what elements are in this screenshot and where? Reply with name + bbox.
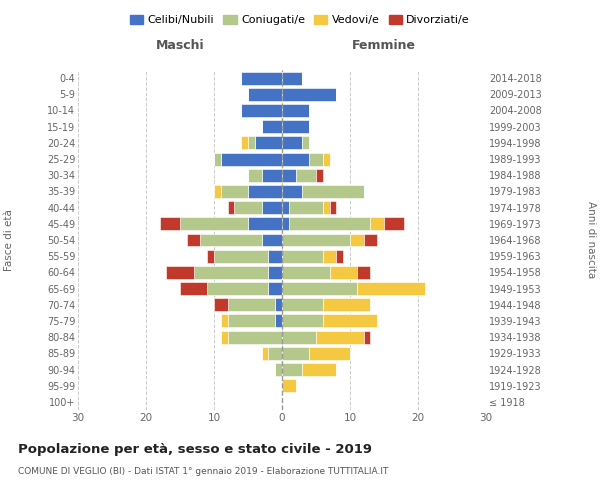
Bar xyxy=(316,330,364,344)
Bar xyxy=(221,314,227,328)
Bar xyxy=(329,266,357,279)
Bar xyxy=(282,298,323,311)
Bar xyxy=(262,234,282,246)
Bar xyxy=(282,282,357,295)
Bar xyxy=(282,88,337,101)
Bar xyxy=(262,201,282,214)
Bar xyxy=(282,266,329,279)
Bar xyxy=(248,136,255,149)
Bar xyxy=(357,266,370,279)
Bar xyxy=(282,379,296,392)
Bar xyxy=(302,185,364,198)
Bar xyxy=(329,201,337,214)
Bar xyxy=(268,347,282,360)
Bar xyxy=(227,298,275,311)
Bar xyxy=(316,169,323,181)
Bar xyxy=(282,314,323,328)
Bar xyxy=(323,250,337,262)
Bar xyxy=(282,234,350,246)
Bar xyxy=(289,201,323,214)
Bar xyxy=(357,282,425,295)
Bar xyxy=(275,298,282,311)
Bar xyxy=(180,218,248,230)
Bar xyxy=(282,185,302,198)
Bar xyxy=(214,185,221,198)
Bar xyxy=(268,250,282,262)
Bar xyxy=(248,88,282,101)
Bar xyxy=(282,250,323,262)
Bar xyxy=(166,266,194,279)
Bar xyxy=(214,250,268,262)
Bar xyxy=(221,330,227,344)
Bar xyxy=(364,330,370,344)
Bar xyxy=(364,234,377,246)
Bar xyxy=(282,201,289,214)
Bar xyxy=(262,347,268,360)
Bar xyxy=(302,363,337,376)
Text: Maschi: Maschi xyxy=(155,40,205,52)
Bar xyxy=(282,104,309,117)
Legend: Celibi/Nubili, Coniugati/e, Vedovi/e, Divorziati/e: Celibi/Nubili, Coniugati/e, Vedovi/e, Di… xyxy=(125,10,475,30)
Bar xyxy=(337,250,343,262)
Bar xyxy=(282,218,289,230)
Bar xyxy=(241,136,248,149)
Text: Anni di nascita: Anni di nascita xyxy=(586,202,596,278)
Bar xyxy=(275,363,282,376)
Bar xyxy=(248,169,262,181)
Bar xyxy=(180,282,207,295)
Bar xyxy=(384,218,404,230)
Bar xyxy=(248,218,282,230)
Bar xyxy=(248,185,282,198)
Bar xyxy=(323,201,329,214)
Bar xyxy=(282,363,302,376)
Bar xyxy=(350,234,364,246)
Bar xyxy=(235,201,262,214)
Bar xyxy=(282,152,309,166)
Bar xyxy=(302,136,309,149)
Bar xyxy=(268,282,282,295)
Text: Femmine: Femmine xyxy=(352,40,416,52)
Bar xyxy=(214,152,221,166)
Text: COMUNE DI VEGLIO (BI) - Dati ISTAT 1° gennaio 2019 - Elaborazione TUTTITALIA.IT: COMUNE DI VEGLIO (BI) - Dati ISTAT 1° ge… xyxy=(18,468,388,476)
Bar xyxy=(275,314,282,328)
Bar xyxy=(296,169,316,181)
Bar xyxy=(227,201,235,214)
Bar xyxy=(200,234,262,246)
Bar xyxy=(160,218,180,230)
Bar xyxy=(282,330,316,344)
Bar xyxy=(241,104,282,117)
Text: Popolazione per età, sesso e stato civile - 2019: Popolazione per età, sesso e stato civil… xyxy=(18,442,372,456)
Bar xyxy=(282,120,309,133)
Bar xyxy=(282,136,302,149)
Bar xyxy=(214,298,227,311)
Bar xyxy=(289,218,370,230)
Bar xyxy=(370,218,384,230)
Bar xyxy=(323,152,329,166)
Bar xyxy=(194,266,268,279)
Bar xyxy=(309,347,350,360)
Bar xyxy=(227,314,275,328)
Bar xyxy=(227,330,282,344)
Bar xyxy=(207,250,214,262)
Bar xyxy=(262,169,282,181)
Bar xyxy=(221,152,282,166)
Bar xyxy=(221,185,248,198)
Bar xyxy=(255,136,282,149)
Bar xyxy=(187,234,200,246)
Bar xyxy=(323,298,370,311)
Bar xyxy=(207,282,268,295)
Bar xyxy=(241,72,282,85)
Bar xyxy=(262,120,282,133)
Bar xyxy=(323,314,377,328)
Bar xyxy=(268,266,282,279)
Text: Fasce di età: Fasce di età xyxy=(4,209,14,271)
Bar xyxy=(282,169,296,181)
Bar xyxy=(282,72,302,85)
Bar xyxy=(282,347,309,360)
Bar xyxy=(309,152,323,166)
